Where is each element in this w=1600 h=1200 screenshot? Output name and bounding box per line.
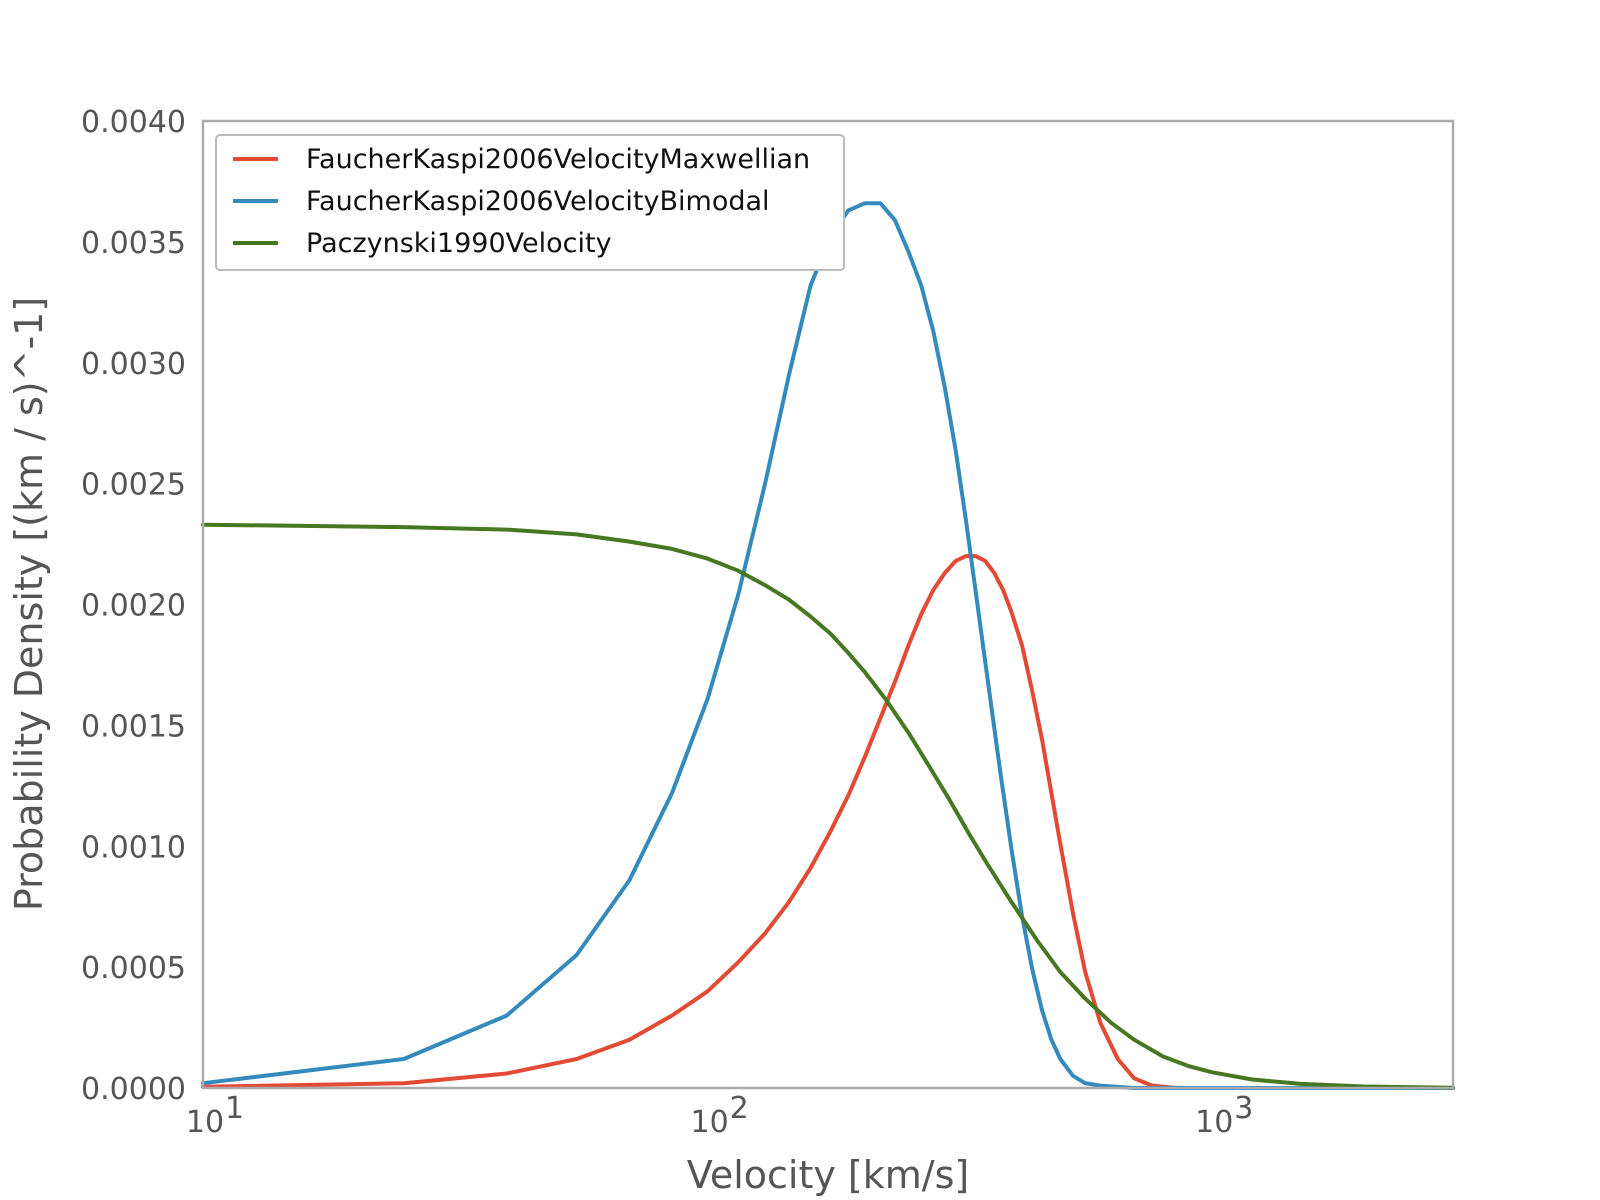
legend: FaucherKaspi2006VelocityMaxwellian Fauch… [215,134,845,271]
x-tick-label: 10 3 [1195,1091,1253,1140]
y-tick-label: 0.0030 [81,347,186,382]
series-line-FaucherKaspi2006VelocityBimodal [201,201,1455,1090]
x-tick-exponent: 3 [1234,1091,1253,1126]
x-tick-label: 10 2 [691,1091,749,1140]
x-axis-label: Velocity [km/s] [687,1153,969,1197]
y-tick-label: 0.0025 [81,468,186,503]
y-tick-label: 0.0015 [81,709,186,744]
y-tick-label: 0.0010 [81,830,186,865]
x-tick-label: 10 1 [186,1091,244,1140]
legend-label-paczynski: Paczynski1990Velocity [306,228,612,259]
series-line-FaucherKaspi2006VelocityMaxwellian [201,554,1455,1090]
y-tick-label: 0.0000 [81,1072,186,1107]
legend-box [215,134,845,271]
y-tick-label: 0.0040 [81,105,186,140]
y-axis-label: Probability Density [(km / s)^-1] [7,297,51,911]
x-tick-base: 10 [1195,1105,1233,1140]
x-tick-exponent: 1 [225,1091,244,1126]
series-layer [201,201,1455,1090]
y-tick-label: 0.0035 [81,226,186,261]
series-line-Paczynski1990Velocity [201,522,1455,1090]
y-tick-labels: 0.0000 0.0005 0.0010 0.0015 0.0020 0.0025 0.00… [81,105,186,1107]
x-tick-exponent: 2 [730,1091,749,1126]
y-tick-label: 0.0020 [81,589,186,624]
legend-label-maxwellian: FaucherKaspi2006VelocityMaxwellian [306,144,810,175]
x-tick-base: 10 [186,1105,224,1140]
x-tick-labels: 10 1 10 2 10 3 [186,1091,1253,1140]
legend-label-bimodal: FaucherKaspi2006VelocityBimodal [306,186,770,217]
plot-frame [201,119,1455,1090]
x-tick-base: 10 [691,1105,729,1140]
y-tick-label: 0.0005 [81,951,186,986]
